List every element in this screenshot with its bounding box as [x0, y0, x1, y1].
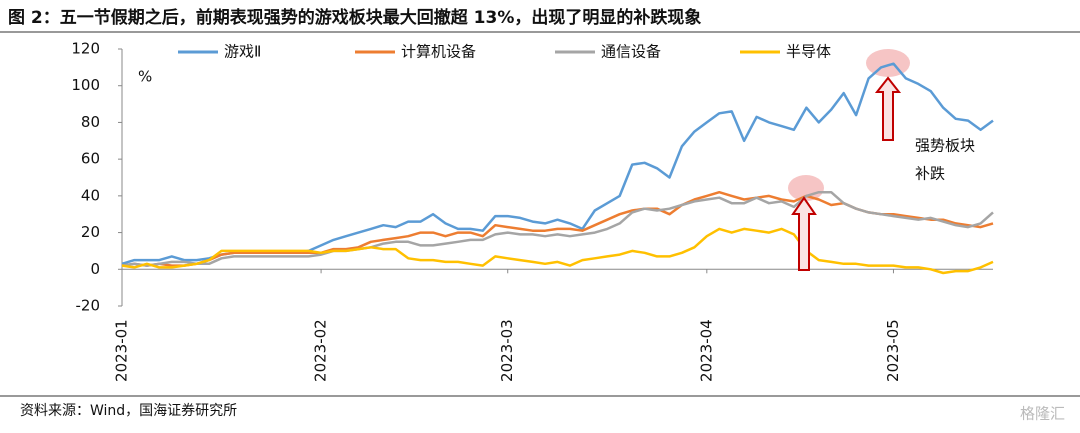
series-line: [121, 227, 994, 275]
legend-label: 通信设备: [601, 43, 661, 61]
y-tick-label: 0: [90, 260, 100, 278]
x-tick-label: 2023-03: [498, 319, 516, 382]
y-tick-label: 100: [71, 76, 100, 94]
y-tick-label: 80: [81, 113, 100, 131]
chart-title: 图 2：五一节假期之后，前期表现强势的游戏板块最大回撤超 13%，出现了明显的补…: [8, 7, 701, 28]
y-tick-label: 40: [81, 186, 100, 204]
source: 资料来源：Wind，国海证券研究所: [20, 403, 237, 419]
y-tick-label: 60: [81, 150, 100, 168]
y-tick-label: 20: [81, 223, 100, 241]
arrow: [791, 196, 817, 271]
series-line: [121, 190, 994, 267]
x-tick-label: 2023-01: [113, 319, 131, 382]
highlight: [866, 49, 910, 77]
legend-label: 半导体: [786, 43, 831, 61]
legend-label: 计算机设备: [401, 43, 476, 61]
arrow: [874, 76, 902, 141]
x-tick-label: 2023-02: [312, 319, 330, 382]
plot: -20 0 20 40 60 80 100 120 2023-01 2023-02 2023-03 2…: [71, 40, 994, 382]
y-tick-label: 120: [71, 40, 100, 58]
x-tick-label: 2023-05: [884, 319, 902, 382]
legend-label: 游戏Ⅱ: [224, 43, 261, 61]
annotation: 强势板块: [915, 137, 975, 155]
annotation: 补跌: [915, 165, 945, 183]
watermark: 格隆汇: [1020, 405, 1065, 423]
series-line: [121, 190, 994, 267]
y-axis-label: %: [138, 68, 152, 86]
x-tick-label: 2023-04: [697, 319, 715, 382]
y-tick-label: -20: [76, 297, 101, 315]
